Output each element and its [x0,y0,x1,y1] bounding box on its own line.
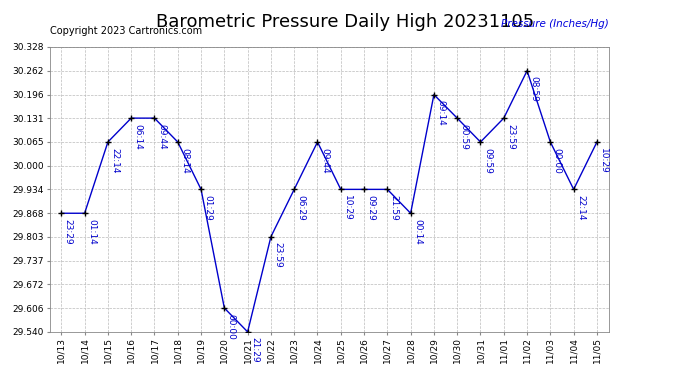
Text: Copyright 2023 Cartronics.com: Copyright 2023 Cartronics.com [50,26,201,36]
Text: 09:59: 09:59 [483,147,492,173]
Text: Barometric Pressure Daily High 20231105: Barometric Pressure Daily High 20231105 [156,13,534,31]
Text: 09:44: 09:44 [157,124,166,149]
Text: 21:59: 21:59 [390,195,399,220]
Text: 23:59: 23:59 [506,124,515,149]
Text: 01:29: 01:29 [204,195,213,220]
Text: 23:29: 23:29 [63,219,72,245]
Text: 10:29: 10:29 [343,195,352,220]
Text: 06:14: 06:14 [134,124,143,149]
Text: 23:59: 23:59 [273,242,282,268]
Text: 22:14: 22:14 [576,195,585,220]
Text: 00:59: 00:59 [460,124,469,150]
Text: Pressure (Inches/Hg): Pressure (Inches/Hg) [501,19,609,29]
Text: 09:29: 09:29 [366,195,375,220]
Text: 08:59: 08:59 [529,76,538,102]
Text: 01:14: 01:14 [87,219,96,245]
Text: 00:00: 00:00 [227,314,236,339]
Text: 10:29: 10:29 [600,147,609,173]
Text: 09:14: 09:14 [436,100,445,126]
Text: 00:00: 00:00 [553,147,562,173]
Text: 21:29: 21:29 [250,338,259,363]
Text: 09:44: 09:44 [320,147,329,173]
Text: 06:29: 06:29 [297,195,306,220]
Text: 22:14: 22:14 [110,147,119,173]
Text: 00:14: 00:14 [413,219,422,245]
Text: 08:14: 08:14 [180,147,189,173]
